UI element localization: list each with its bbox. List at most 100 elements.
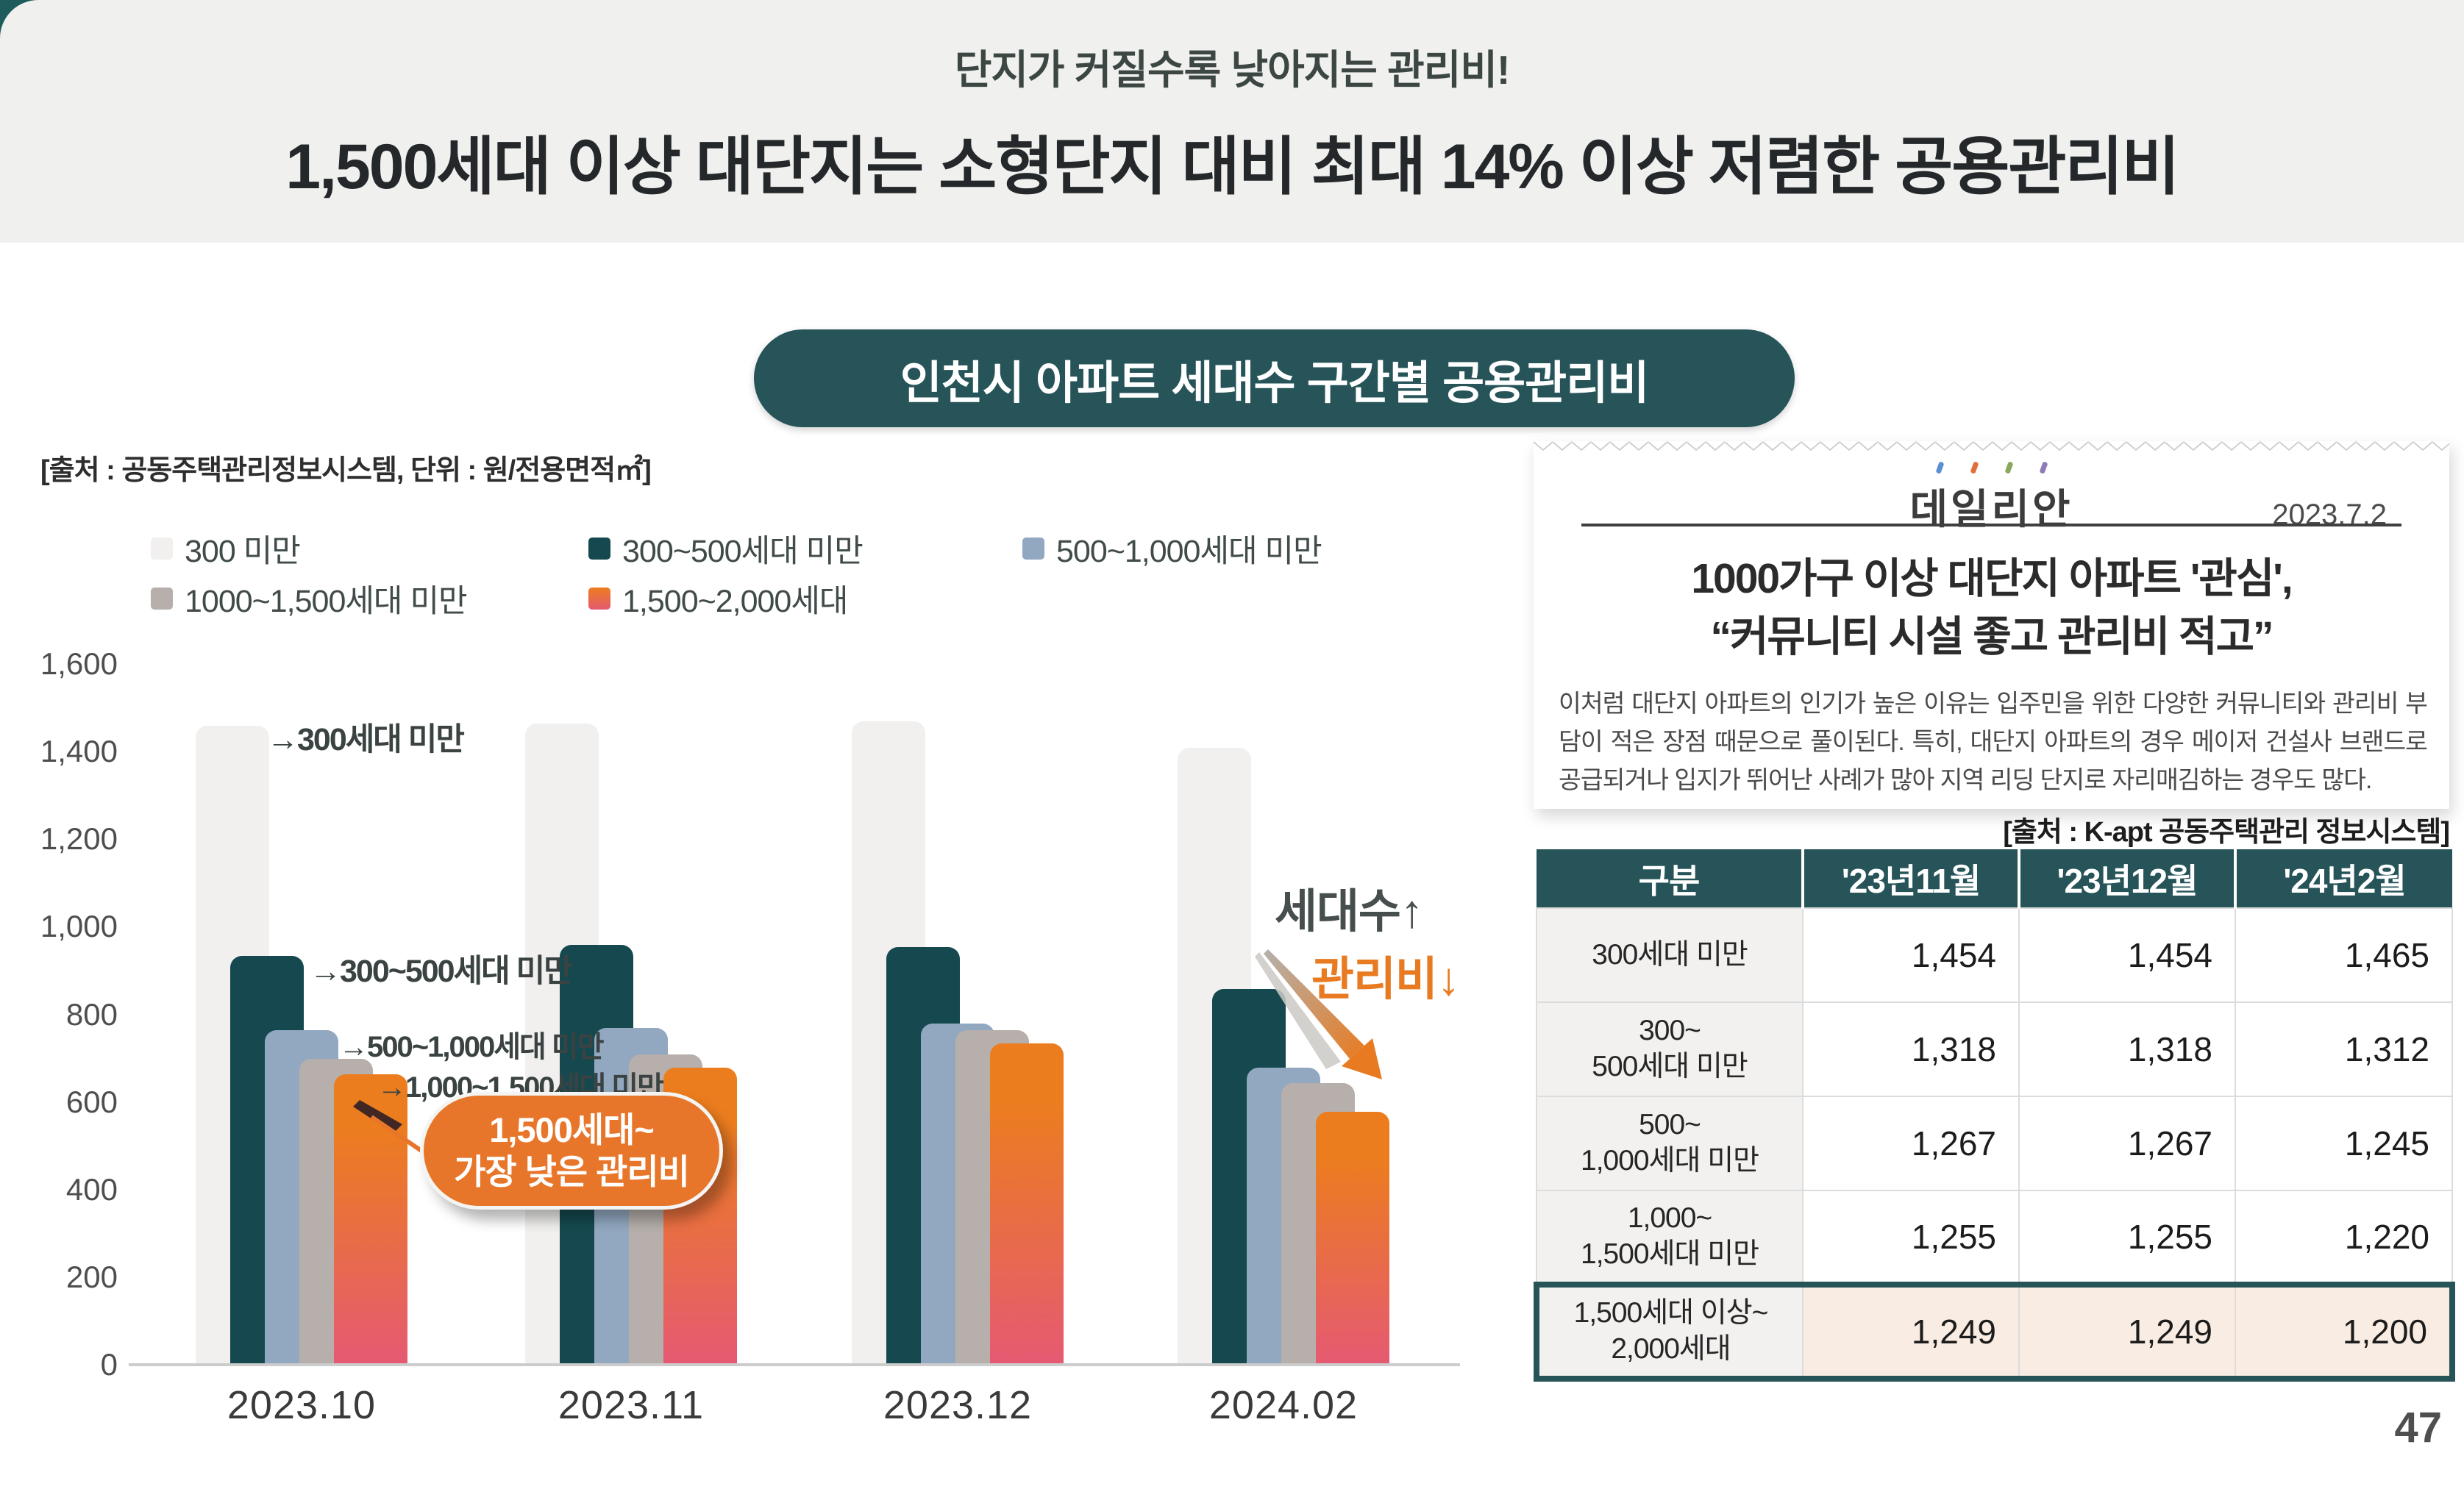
legend-swatch — [151, 588, 173, 610]
table-label-cell: 300세대 미만 — [1536, 907, 1804, 1003]
annotation-fee-down: 관리비↓ — [1311, 954, 1460, 1005]
table-value-cell: 1,249 — [1802, 1282, 2020, 1382]
fee-table: 구분 '23년11월 '23년12월 '24년2월 300세대 미만 1,454 1,45… — [1534, 849, 2455, 1382]
table-value-cell: 1,454 — [2018, 907, 2236, 1003]
table-row: 1,500세대 이상~ 2,000세대 1,249 1,249 1,200 — [1534, 1282, 2455, 1382]
plot-area: →300세대 미만 →300~500세대 미만 →500~1,000세대 미만 … — [129, 665, 1460, 1366]
table-label-cell: 500~ 1,000세대 미만 — [1536, 1096, 1804, 1191]
table-value-cell: 1,267 — [1802, 1096, 2020, 1191]
bar-chart: →300세대 미만 →300~500세대 미만 →500~1,000세대 미만 … — [0, 646, 1515, 1489]
article-date: 2023.7.2 — [2272, 499, 2387, 531]
table-header-cell: '24년2월 — [2234, 849, 2452, 908]
bar-group-2023.10 — [196, 665, 407, 1363]
article-headline-line2: “커뮤니티 시설 좋고 관리비 적고” — [1710, 613, 2273, 660]
y-axis-tick-label: 1,200 — [40, 821, 118, 857]
table-source-note: [출처 : K-apt 공동주택관리 정보시스템] — [2003, 817, 2450, 848]
news-article-card: 데일리안 2023.7.2 1000가구 이상 대단지 아파트 '관심', “커… — [1534, 440, 2449, 809]
legend-label: 500~1,000세대 미만 — [1056, 534, 1322, 569]
y-axis-tick-label: 0 — [100, 1347, 118, 1382]
bar — [334, 1074, 407, 1363]
article-headline-line1: 1000가구 이상 대단지 아파트 '관심', — [1691, 555, 2293, 602]
table-row: 500~ 1,000세대 미만 1,267 1,267 1,245 — [1536, 1096, 2453, 1191]
table-value-cell: 1,245 — [2235, 1096, 2453, 1191]
bar — [1316, 1112, 1389, 1363]
table-value-cell: 1,255 — [2018, 1190, 2236, 1285]
annotation-households-up: 세대수↑ — [1275, 886, 1423, 938]
bar — [990, 1043, 1064, 1363]
table-header-cell: 구분 — [1537, 849, 1803, 908]
legend-item: 300 미만 — [151, 528, 588, 569]
y-axis-tick-label: 1,400 — [40, 734, 118, 769]
right-column: 데일리안 2023.7.2 1000가구 이상 대단지 아파트 '관심', “커… — [1534, 0, 2455, 1489]
legend-label: 300~500세대 미만 — [622, 534, 864, 569]
newspaper-logo: 데일리안 — [1909, 486, 2073, 532]
annotation-300: →300세대 미만 — [267, 722, 465, 757]
table-value-cell: 1,465 — [2235, 907, 2453, 1003]
table-row: 300세대 미만 1,454 1,454 1,465 — [1536, 907, 2453, 1003]
page-title: 1,500세대 이상 대단지는 소형단지 대비 최대 14% 이상 저렴한 공용… — [285, 131, 2179, 202]
logo-accent-icon — [2038, 461, 2048, 474]
table-header-cell: '23년12월 — [2018, 849, 2235, 908]
table-value-cell: 1,312 — [2235, 1001, 2453, 1097]
article-headline: 1000가구 이상 대단지 아파트 '관심', “커뮤니티 시설 좋고 관리비 … — [1534, 550, 2449, 665]
table-value-cell: 1,255 — [1802, 1190, 2020, 1285]
legend-item: 300~500세대 미만 — [588, 528, 1022, 569]
y-axis-tick-label: 1,000 — [40, 909, 118, 944]
y-axis-tick-label: 1,600 — [40, 646, 118, 681]
table-header-row: 구분 '23년11월 '23년12월 '24년2월 — [1537, 849, 2452, 908]
bar-group-2023.12 — [852, 665, 1064, 1363]
chart-title-badge: 인천시 아파트 세대수 구간별 공용관리비 — [754, 329, 1795, 427]
lowest-fee-callout: 1,500세대~ 가장 낮은 관리비 — [420, 1092, 723, 1210]
x-axis-label: 2023.11 — [558, 1383, 705, 1427]
y-axis-tick-label: 600 — [65, 1084, 118, 1119]
legend-swatch — [588, 588, 610, 610]
table-value-cell: 1,220 — [2235, 1190, 2453, 1285]
legend-item: 1,500~2,000세대 — [588, 578, 1022, 619]
table-label-cell: 1,000~ 1,500세대 미만 — [1536, 1190, 1804, 1285]
torn-edge-decoration — [1534, 440, 2449, 453]
y-axis-tick-label: 800 — [65, 996, 118, 1032]
table-value-cell: 1,318 — [2018, 1001, 2236, 1097]
table-header-cell: '23년11월 — [1801, 849, 2019, 908]
x-axis-label: 2023.10 — [227, 1383, 377, 1427]
x-axis-label: 2023.12 — [883, 1383, 1033, 1427]
page-number: 47 — [2394, 1404, 2442, 1451]
legend-label: 1,500~2,000세대 — [622, 584, 848, 619]
bar-group-2023.11 — [525, 665, 737, 1363]
legend-item: 1000~1,500세대 미만 — [151, 578, 588, 619]
chart-source-note: [출처 : 공동주택관리정보시스템, 단위 : 원/전용면적㎡] — [40, 455, 652, 486]
logo-accents — [1934, 461, 2048, 475]
legend-label: 300 미만 — [185, 534, 301, 569]
article-body: 이처럼 대단지 아파트의 인기가 높은 이유는 입주민을 위한 다양한 커뮤니티… — [1559, 690, 2428, 794]
legend-label: 1000~1,500세대 미만 — [185, 584, 468, 619]
callout-line1: 1,500세대~ — [489, 1110, 655, 1149]
annotation-500-1000: →500~1,000세대 미만 — [339, 1031, 605, 1063]
logo-accent-icon — [2004, 461, 2014, 474]
legend-swatch — [151, 538, 173, 560]
legend-swatch — [588, 538, 610, 560]
table-label-cell: 1,500세대 이상~ 2,000세대 — [1534, 1282, 1804, 1382]
table-value-cell: 1,249 — [2018, 1282, 2236, 1382]
y-axis-tick-label: 200 — [65, 1259, 118, 1294]
table-row: 300~ 500세대 미만 1,318 1,318 1,312 — [1536, 1001, 2453, 1097]
table-value-cell: 1,267 — [2018, 1096, 2236, 1191]
fee-table-body: 300세대 미만 1,454 1,454 1,465 300~ 500세대 미만 1,318… — [1534, 907, 2455, 1382]
annotation-300-500: →300~500세대 미만 — [310, 954, 573, 989]
x-axis-label: 2024.02 — [1208, 1383, 1359, 1427]
chart-title: 인천시 아파트 세대수 구간별 공용관리비 — [900, 357, 1650, 409]
legend-swatch — [1022, 538, 1044, 560]
y-axis-tick-label: 400 — [65, 1171, 118, 1207]
table-value-cell: 1,318 — [1802, 1001, 2020, 1097]
table-label-cell: 300~ 500세대 미만 — [1536, 1001, 1804, 1097]
chart-legend: 300 미만 300~500세대 미만 500~1,000세대 미만 1000~1,5… — [151, 528, 1475, 619]
legend-item: 500~1,000세대 미만 — [1022, 528, 1475, 569]
bar-group-2024.02 — [1178, 665, 1389, 1363]
divider — [1581, 524, 2401, 526]
table-value-cell: 1,200 — [2235, 1282, 2455, 1382]
header-subtitle: 단지가 커질수록 낮아지는 관리비! — [954, 46, 1511, 93]
logo-accent-icon — [1969, 461, 1979, 474]
table-value-cell: 1,454 — [1802, 907, 2020, 1003]
callout-line2: 가장 낮은 관리비 — [454, 1152, 690, 1191]
logo-accent-icon — [1934, 461, 1945, 474]
header: 단지가 커질수록 낮아지는 관리비! 1,500세대 이상 대단지는 소형단지 … — [0, 0, 2464, 243]
